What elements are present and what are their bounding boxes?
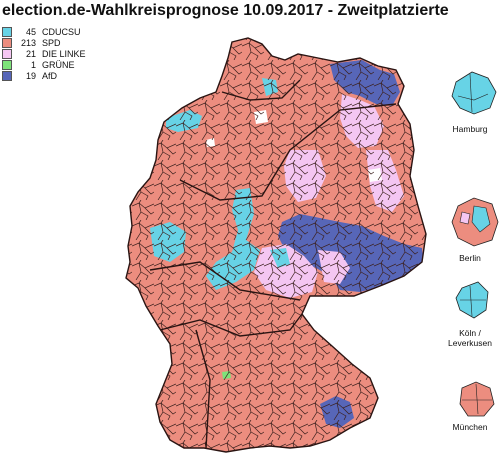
legend-swatch-linke	[2, 48, 12, 59]
legend-label: AfD	[42, 70, 58, 81]
map-title: election.de-Wahlkreisprognose 10.09.2017…	[2, 2, 449, 19]
legend-label: GRÜNE	[42, 59, 75, 70]
legend-swatch-spd	[2, 37, 12, 48]
legend-item-afd: 19 AfD	[2, 70, 86, 81]
inset-label-muenchen: München	[452, 422, 488, 432]
legend-swatch-afd	[2, 70, 12, 81]
inset-label-hamburg: Hamburg	[452, 124, 488, 134]
legend-count: 213	[20, 37, 36, 48]
legend-swatch-gruene	[2, 59, 12, 70]
inset-koeln	[455, 281, 489, 319]
legend-item-spd: 213 SPD	[2, 37, 86, 48]
legend-swatch-cducsu	[2, 26, 12, 37]
legend-item-cducsu: 45 CDUCSU	[2, 26, 86, 37]
inset-hamburg	[451, 71, 497, 115]
legend-count: 45	[25, 26, 36, 37]
inset-label-koeln-1: Köln /	[459, 328, 481, 338]
legend-count: 21	[25, 48, 36, 59]
inset-berlin	[451, 197, 499, 247]
inset-label-berlin: Berlin	[459, 253, 481, 263]
legend-item-gruene: 1 GRÜNE	[2, 59, 86, 70]
inset-muenchen	[459, 381, 495, 417]
legend-label: DIE LINKE	[42, 48, 86, 59]
legend: 45 CDUCSU 213 SPD 21 DIE LINKE 1 GRÜNE 1…	[2, 26, 86, 81]
state-borders	[125, 37, 427, 453]
legend-count: 19	[25, 70, 36, 81]
inset-label-koeln-2: Leverkusen	[448, 338, 492, 348]
legend-label: CDUCSU	[42, 26, 81, 37]
legend-count: 1	[30, 59, 36, 70]
legend-item-linke: 21 DIE LINKE	[2, 48, 86, 59]
legend-label: SPD	[42, 37, 61, 48]
